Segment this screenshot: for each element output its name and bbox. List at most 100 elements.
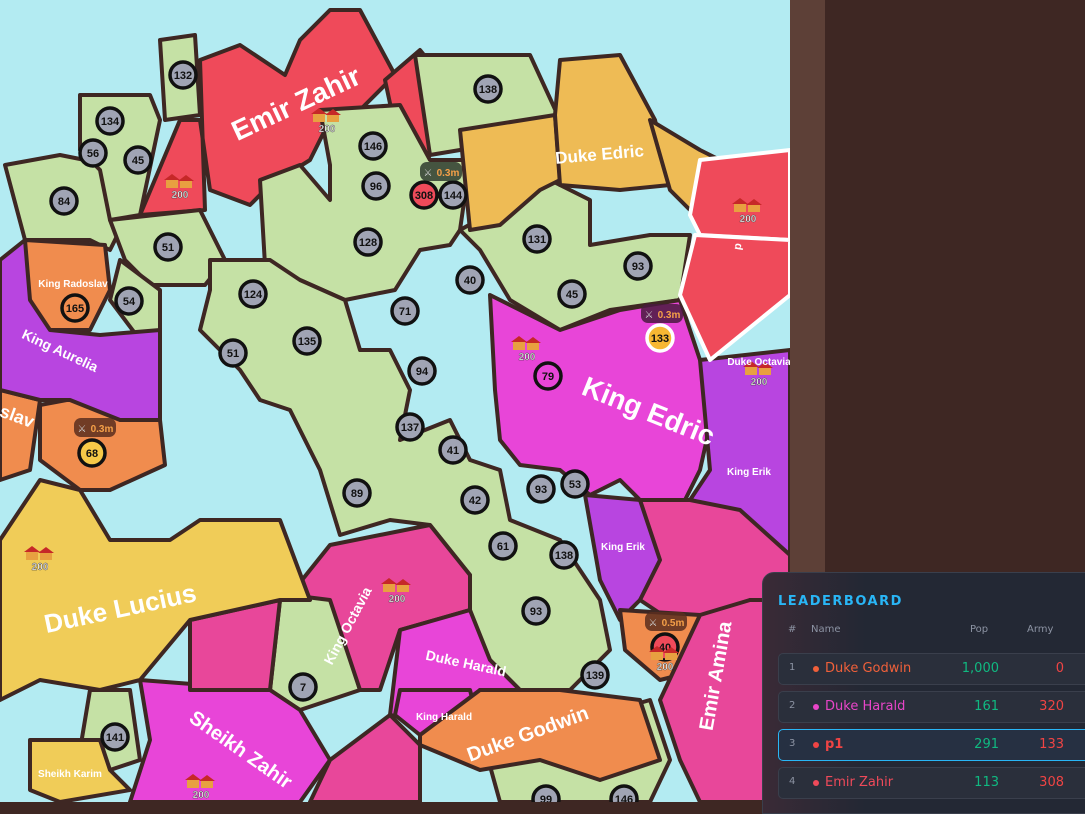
army-unit[interactable]: 308 (409, 180, 439, 210)
army-unit[interactable]: 131 (522, 224, 552, 254)
header-name: Name (811, 624, 841, 635)
unit-count: 61 (497, 541, 509, 553)
game-map[interactable]: 132 134 56 45 84 51 146 96 308 144 138 128 131 40 93 45… (0, 0, 790, 802)
territory[interactable] (28, 738, 132, 802)
attack-indicator: ⚔ 0.3m (641, 304, 683, 323)
army-unit[interactable]: 124 (238, 279, 268, 309)
territory[interactable] (0, 478, 312, 702)
header-rank: # (788, 624, 797, 635)
army-unit[interactable]: 79 (533, 361, 563, 391)
unit-count: 79 (542, 371, 554, 383)
territory[interactable] (678, 233, 790, 362)
city[interactable]: 200 (185, 774, 215, 801)
unit-count: 93 (535, 484, 547, 496)
city[interactable]: 200 (511, 336, 541, 363)
leaderboard-row[interactable]: 2 Duke Harald 161 320 (778, 691, 1085, 723)
city[interactable]: 200 (164, 174, 194, 201)
player-color-dot (813, 666, 819, 672)
city-population: 200 (519, 352, 536, 363)
city[interactable]: 200 (649, 646, 679, 673)
army-unit[interactable]: 56 (78, 138, 108, 168)
territory[interactable] (308, 713, 422, 802)
unit-count: 51 (162, 242, 174, 254)
army-unit[interactable]: 139 (580, 660, 610, 690)
leaderboard-row[interactable]: 3 p1 291 133 (778, 729, 1085, 761)
army-unit[interactable]: 51 (218, 338, 248, 368)
player-pop: 291 (974, 737, 999, 752)
rank: 4 (789, 776, 796, 787)
army-unit[interactable]: 84 (49, 186, 79, 216)
army-unit[interactable]: 54 (114, 286, 144, 316)
territory-name-label: Sheikh Karim (38, 769, 102, 780)
army-unit[interactable]: 165 (60, 293, 90, 323)
army-unit[interactable]: 51 (153, 232, 183, 262)
territory[interactable] (138, 8, 397, 217)
army-unit[interactable]: 7 (288, 672, 318, 702)
territory-name-label: Duke Octavia (727, 357, 790, 368)
army-unit[interactable]: 132 (168, 60, 198, 90)
unit-count: 71 (399, 306, 411, 318)
army-unit[interactable]: 41 (438, 435, 468, 465)
army-unit[interactable]: 94 (407, 356, 437, 386)
unit-count: 42 (469, 495, 481, 507)
attack-timer: 0.3m (91, 424, 114, 435)
army-unit[interactable]: 53 (560, 469, 590, 499)
army-unit[interactable]: 96 (361, 171, 391, 201)
unit-count: 134 (101, 116, 120, 128)
army-unit[interactable]: 61 (488, 531, 518, 561)
swords-icon: ⚔ (78, 424, 87, 435)
city[interactable]: 200 (732, 198, 762, 225)
army-unit[interactable]: 93 (521, 596, 551, 626)
army-unit[interactable]: 42 (460, 485, 490, 515)
territory[interactable] (0, 238, 162, 422)
city[interactable]: 200 (24, 546, 54, 573)
territory[interactable] (198, 258, 612, 692)
army-unit[interactable]: 93 (623, 251, 653, 281)
army-unit[interactable]: 137 (395, 412, 425, 442)
city[interactable]: 200 (311, 108, 341, 135)
header-pop: Pop (970, 624, 989, 635)
army-unit[interactable]: 71 (390, 296, 420, 326)
attack-timer: 0.3m (658, 310, 681, 321)
city[interactable]: 200 (743, 361, 773, 388)
leaderboard-row[interactable]: 4 Emir Zahir 113 308 (778, 767, 1085, 799)
territory[interactable] (258, 103, 472, 302)
army-unit[interactable]: 135 (292, 326, 322, 356)
unit-count: 138 (479, 84, 497, 96)
attack-timer: 0.3m (437, 168, 460, 179)
leaderboard-row[interactable]: 1 Duke Godwin 1,000 0 (778, 653, 1085, 685)
army-unit[interactable]: 68 (77, 438, 107, 468)
army-unit[interactable]: 89 (342, 478, 372, 508)
army-unit[interactable]: 146 (609, 784, 639, 802)
unit-count: 128 (359, 237, 377, 249)
army-unit[interactable]: 138 (549, 540, 579, 570)
army-unit[interactable]: 133 (645, 323, 675, 353)
army-unit[interactable]: 144 (438, 180, 468, 210)
territory[interactable] (418, 688, 662, 782)
territory-name-label: King Radoslav (38, 279, 108, 290)
unit-count: 99 (540, 794, 552, 802)
army-unit[interactable]: 45 (557, 279, 587, 309)
leaderboard-panel: LEADERBOARD # Name Pop Army 1 Duke Godwin… (762, 572, 1085, 814)
army-unit[interactable]: 128 (353, 227, 383, 257)
army-unit[interactable]: 40 (455, 265, 485, 295)
player-color-dot (813, 780, 819, 786)
army-unit[interactable]: 141 (100, 722, 130, 752)
territory[interactable] (128, 678, 332, 802)
unit-count: 54 (123, 296, 136, 308)
army-unit[interactable]: 45 (123, 145, 153, 175)
player-pop: 161 (974, 699, 999, 714)
army-unit[interactable]: 99 (531, 784, 561, 802)
army-unit[interactable]: 134 (95, 106, 125, 136)
army-unit[interactable]: 146 (358, 131, 388, 161)
army-unit[interactable]: 93 (526, 474, 556, 504)
army-unit[interactable]: 138 (473, 74, 503, 104)
city[interactable]: 200 (381, 578, 411, 605)
territory-name-label: King Erik (727, 467, 771, 478)
territory[interactable] (658, 598, 790, 802)
territory-name-label: p (732, 242, 745, 251)
city-population: 200 (32, 562, 49, 573)
territory[interactable] (688, 148, 790, 242)
territory-name-label: King Erik (601, 542, 645, 553)
unit-count: 131 (528, 234, 546, 246)
